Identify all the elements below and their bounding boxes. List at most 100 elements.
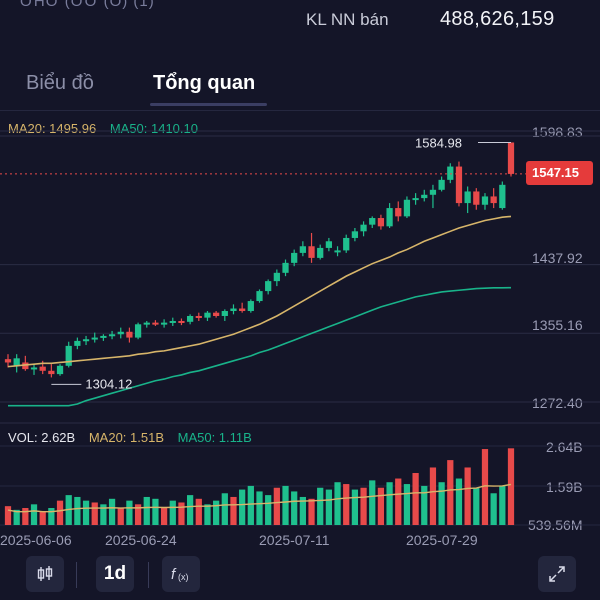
candle-body	[247, 301, 254, 312]
candlestick-icon[interactable]	[26, 556, 64, 592]
volume-bar	[369, 480, 376, 525]
expand-icon-glyph	[549, 566, 565, 582]
volume-bar	[230, 496, 237, 525]
chart-toolbar: 1d f (x)	[0, 552, 600, 600]
toolbar-separator	[76, 562, 77, 588]
candle-body	[481, 196, 489, 205]
candle-body	[299, 246, 306, 253]
active-tab-indicator	[150, 103, 267, 106]
volume-bar	[152, 498, 159, 525]
price-volume-chart[interactable]: 1584.98 1304.12	[0, 0, 600, 530]
candle-body	[204, 312, 211, 318]
volume-bar	[265, 495, 272, 525]
volume-bar	[282, 485, 289, 525]
candle-body	[134, 324, 142, 338]
volume-bar	[481, 449, 489, 525]
volume-bar	[169, 500, 176, 525]
volume-bar	[412, 473, 419, 525]
volume-bar	[195, 498, 202, 525]
tab-overview[interactable]: Tổng quan	[153, 72, 256, 94]
candle-body	[152, 322, 159, 325]
volume-ma20-line	[7, 483, 512, 513]
volume-bars	[4, 448, 515, 525]
expand-icon[interactable]	[538, 556, 576, 592]
volume-bar	[351, 489, 359, 525]
volume-bar	[143, 496, 150, 525]
volume-tick: 2.64B	[546, 439, 583, 455]
candle-body	[291, 252, 298, 263]
volume-bar	[343, 484, 350, 525]
volume-legend: VOL: 2.62B MA20: 1.51B MA50: 1.11B	[8, 430, 262, 445]
candle-body	[473, 191, 480, 205]
candlesticks	[4, 142, 515, 378]
volume-bar	[82, 500, 90, 525]
candle-body	[265, 281, 272, 292]
candle-body	[386, 208, 393, 227]
candle-body	[143, 322, 150, 325]
candle-body	[421, 194, 428, 199]
volume-bar	[48, 508, 55, 525]
volume-bar	[308, 498, 315, 525]
candle-body	[369, 218, 376, 225]
volume-bar	[160, 508, 168, 525]
candle-body	[377, 218, 385, 227]
candle-body	[30, 367, 38, 370]
candle-body	[334, 250, 341, 253]
tab-bar: Biểu đồ Tổng quan	[0, 62, 600, 110]
volume-value-legend: VOL: 2.62B	[8, 430, 76, 445]
volume-bar	[100, 504, 107, 525]
price-annotations: 1584.98 1304.12	[0, 135, 526, 391]
x-axis-label: 2025-07-29	[406, 532, 478, 548]
volume-bar	[74, 496, 81, 525]
interval-button[interactable]: 1d	[96, 556, 134, 592]
candle-body	[282, 262, 289, 273]
ma20-legend: MA20: 1495.96	[8, 121, 97, 136]
function-icon[interactable]: f (x)	[162, 556, 200, 592]
candle-body	[239, 308, 246, 312]
volume-bar	[386, 482, 393, 525]
candle-body	[507, 142, 515, 174]
candle-body	[317, 247, 324, 258]
candle-body	[447, 166, 454, 180]
volume-bar	[108, 498, 116, 525]
candle-body	[213, 312, 220, 316]
foreign-sell-volume-value: 488,626,159	[440, 8, 555, 30]
function-icon-glyph: f (x)	[171, 566, 189, 583]
volume-bar	[438, 482, 445, 525]
volume-bar	[30, 504, 38, 525]
candle-body	[22, 362, 29, 370]
volume-bar	[39, 511, 46, 525]
candle-body	[4, 359, 12, 363]
volume-bar	[377, 487, 385, 525]
volume-bar	[56, 500, 64, 525]
candle-body	[221, 311, 228, 316]
candle-body	[308, 246, 315, 258]
volume-bar	[22, 508, 29, 525]
volume-bar	[91, 502, 98, 525]
candle-body	[325, 241, 333, 248]
candle-body	[117, 331, 124, 335]
x-axis-label: 2025-06-24	[105, 532, 177, 548]
candle-body	[100, 335, 107, 338]
moving-averages	[7, 215, 512, 407]
volume-tick: 1.59B	[546, 479, 583, 495]
candle-body	[464, 191, 471, 204]
candlestick-icon-glyph	[37, 566, 53, 581]
volume-bar	[325, 489, 333, 525]
candle-body	[39, 366, 46, 371]
price-tick: 1272.40	[532, 395, 583, 411]
volume-bar	[126, 500, 133, 525]
volume-bar	[213, 500, 220, 525]
tab-chart[interactable]: Biểu đồ	[26, 72, 94, 94]
header-strip: ƠHƠ (ƠƠ (O) (1) KL NN bán 488,626,159	[0, 0, 600, 42]
candle-body	[56, 365, 64, 375]
candle-body	[65, 345, 72, 366]
volume-bar	[447, 460, 454, 525]
cut-off-stats: ƠHƠ (ƠƠ (O) (1)	[20, 0, 155, 10]
volume-bar	[291, 491, 298, 525]
volume-bar	[360, 487, 367, 525]
candle-body	[74, 340, 81, 346]
candle-body	[82, 339, 90, 342]
price-tick: 1355.16	[532, 317, 583, 333]
price-tick: 1437.92	[532, 250, 583, 266]
